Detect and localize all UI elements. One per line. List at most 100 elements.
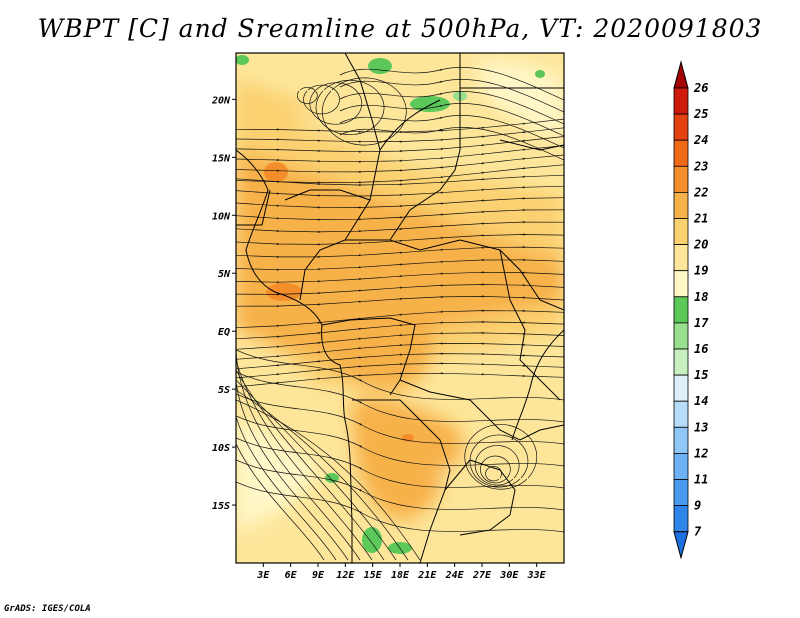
colorbar-level-label: 9 (694, 499, 701, 513)
colorbar-swatch (673, 426, 689, 454)
colorbar-bottom-arrow (673, 531, 689, 560)
boundary-line (389, 53, 461, 241)
colorbar-top-arrow (673, 60, 689, 89)
streamline (236, 185, 564, 198)
streamline (339, 67, 564, 101)
colorbar-swatch (673, 244, 689, 272)
boundary-line (284, 189, 371, 201)
lat-tick-label: 20N (211, 95, 231, 106)
boundary-line (499, 249, 561, 401)
streamline (236, 415, 564, 467)
colorbar-swatch (673, 165, 689, 193)
lon-tick-label: 3E (256, 570, 270, 581)
streamline (236, 369, 385, 561)
colorbar-level-label: 23 (693, 159, 708, 173)
colorbar-level-label: 18 (694, 290, 708, 304)
lat-tick-label: 5N (218, 269, 231, 280)
streamline (236, 459, 564, 511)
lon-tick-label: 27E (472, 570, 492, 581)
colorbar-level-label: 19 (694, 264, 708, 278)
colorbar-level-label: 16 (694, 342, 708, 356)
colorbar-swatch (673, 505, 689, 533)
streamline (236, 389, 409, 561)
boundary-line (345, 239, 564, 311)
lat-tick-label: EQ (218, 327, 230, 338)
lon-tick-label: 18E (391, 570, 410, 581)
lon-tick-label: 6E (285, 570, 298, 581)
boundary-line (236, 189, 271, 226)
lon-tick-label: 33E (527, 570, 547, 581)
streamline (315, 79, 385, 136)
boundary-line (399, 379, 564, 441)
colorbar-swatch (673, 139, 689, 167)
streamline (339, 79, 564, 113)
streamline (236, 245, 564, 259)
streamline (236, 349, 564, 401)
lat-tick-label: 15N (212, 153, 231, 164)
colorbar-level-label: 22 (693, 185, 708, 199)
country-boundaries (236, 53, 564, 563)
lat-tick-label: 10N (212, 211, 231, 222)
boundary-line (379, 99, 441, 151)
streamline (236, 197, 564, 209)
colorbar-level-label: 24 (693, 133, 708, 147)
streamline (469, 434, 529, 488)
colorbar-swatch (673, 452, 689, 480)
streamline (236, 320, 325, 561)
streamline (236, 233, 564, 246)
colorbar: 26 25 24 23 22 21 20 19 18 17 16 15 14 13 12 11 9 7 (673, 60, 709, 560)
longitude-axis: 3E 6E 9E 12E 15E 18E 21E 24E 27E 30E 33E (256, 563, 547, 581)
streamline (236, 220, 564, 234)
streamline (480, 455, 511, 484)
streamline (321, 77, 407, 146)
colorbar-swatch (673, 270, 689, 298)
streamline (339, 103, 564, 137)
streamline (474, 445, 520, 486)
streamline (339, 127, 564, 161)
colorbar-level-label: 20 (693, 238, 708, 252)
colorbar-swatch (673, 191, 689, 219)
colorbar-swatch (673, 218, 689, 246)
streamline (236, 174, 564, 187)
boundary-line (352, 399, 451, 563)
streamline (236, 330, 337, 561)
streamline (464, 424, 538, 490)
colorbar-level-label: 25 (693, 107, 708, 121)
colorbar-level-label: 14 (694, 394, 708, 408)
streamline (339, 91, 564, 125)
lon-tick-label: 24E (445, 570, 465, 581)
colorbar-level-label: 26 (693, 81, 708, 95)
boundary-line (499, 139, 564, 151)
streamline (236, 340, 349, 561)
streamline (236, 359, 373, 561)
streamline (236, 393, 564, 445)
boundary-line (236, 149, 353, 563)
lon-tick-label: 30E (499, 570, 519, 581)
colorbar-level-label: 11 (694, 473, 708, 487)
streamline (296, 87, 318, 104)
colorbar-swatch (673, 479, 689, 507)
streamline (236, 481, 564, 533)
boundary-line (444, 459, 516, 536)
boundary-line (511, 329, 564, 441)
colorbar-level-label: 13 (694, 420, 708, 434)
colorbar-level-label: 17 (694, 316, 709, 330)
streamline (236, 399, 421, 561)
colorbar-level-label: 15 (694, 368, 708, 382)
streamline (236, 271, 564, 284)
streamline (339, 115, 564, 149)
colorbar-level-label: 12 (694, 446, 708, 460)
lon-tick-label: 21E (417, 570, 437, 581)
map-title: WBPT [C] and Sreamline at 500hPa, VT: 20… (37, 14, 763, 43)
lon-tick-label: 9E (312, 570, 325, 581)
colorbar-swatch (673, 400, 689, 428)
lat-tick-label: 5S (218, 385, 230, 396)
streamline (236, 372, 564, 388)
streamline (236, 379, 397, 561)
colorbar-level-label: 7 (694, 525, 702, 539)
colorbar-swatch (673, 113, 689, 141)
colorbar-swatch (673, 374, 689, 402)
streamline (236, 371, 564, 423)
lon-tick-label: 12E (336, 570, 355, 581)
